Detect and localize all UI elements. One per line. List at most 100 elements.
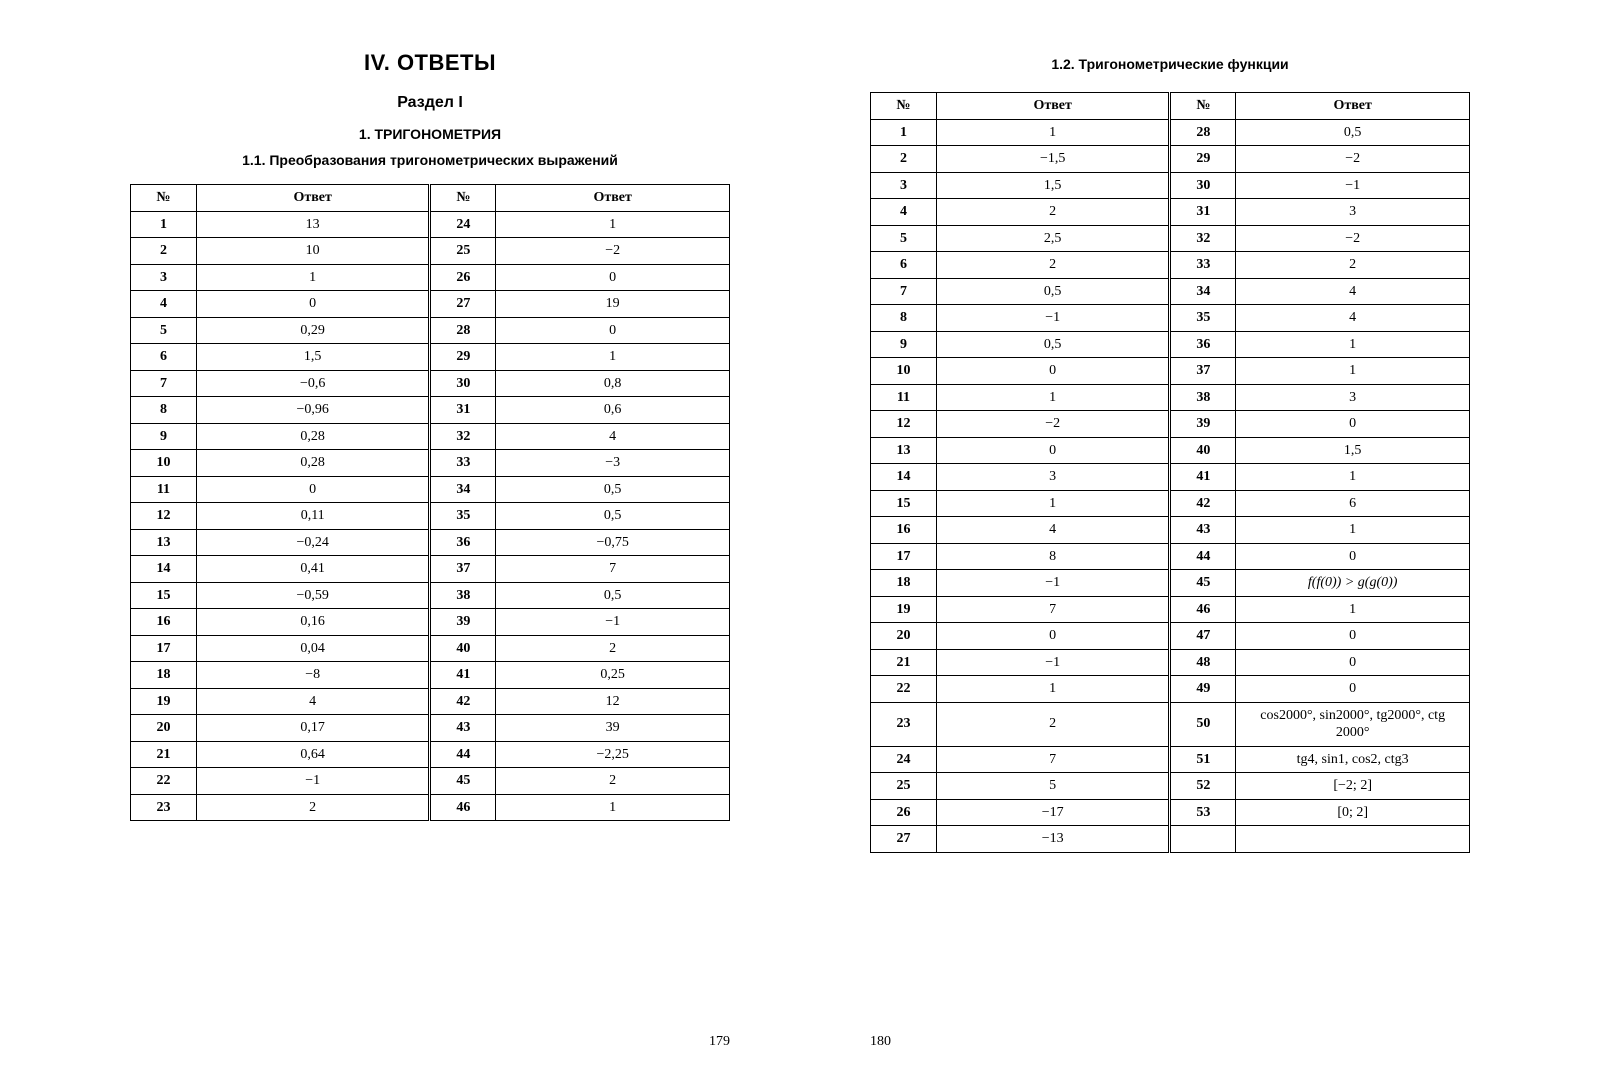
table-row: 100371 xyxy=(871,358,1470,385)
cell-num: 31 xyxy=(1170,199,1236,226)
subsection-title: 1.2. Тригонометрические функции xyxy=(870,56,1470,72)
cell-answer: −2 xyxy=(1236,225,1470,252)
cell-answer: 0,6 xyxy=(496,397,730,424)
cell-answer xyxy=(1236,826,1470,853)
cell-num: 18 xyxy=(871,570,937,597)
cell-answer: −3 xyxy=(496,450,730,477)
cell-answer: −0,75 xyxy=(496,529,730,556)
cell-num: 19 xyxy=(871,596,937,623)
cell-answer: 4 xyxy=(196,688,430,715)
cell-num: 46 xyxy=(1170,596,1236,623)
table-row: 402719 xyxy=(131,291,730,318)
table-row: 113241 xyxy=(131,211,730,238)
cell-num: 30 xyxy=(430,370,496,397)
cell-answer: 2 xyxy=(936,199,1170,226)
cell-answer: 0,16 xyxy=(196,609,430,636)
cell-num: 23 xyxy=(131,794,197,821)
page-number: 179 xyxy=(709,1034,730,1050)
cell-num: 6 xyxy=(871,252,937,279)
cell-answer: 7 xyxy=(936,596,1170,623)
col-header-ans: Ответ xyxy=(196,185,430,212)
cell-answer: −1 xyxy=(1236,172,1470,199)
cell-answer: f(f(0)) > g(g(0)) xyxy=(1236,570,1470,597)
col-header-num: № xyxy=(1170,93,1236,120)
cell-num: 41 xyxy=(1170,464,1236,491)
cell-num: 36 xyxy=(1170,331,1236,358)
cell-num: 38 xyxy=(430,582,496,609)
cell-num: 47 xyxy=(1170,623,1236,650)
cell-answer: 1 xyxy=(496,344,730,371)
table-row: 50,29280 xyxy=(131,317,730,344)
table-row: 22−1452 xyxy=(131,768,730,795)
cell-num: 36 xyxy=(430,529,496,556)
cell-num: 51 xyxy=(1170,746,1236,773)
cell-num: 14 xyxy=(131,556,197,583)
table-row: 178440 xyxy=(871,543,1470,570)
table-row: 2−1,529−2 xyxy=(871,146,1470,173)
table-row: 23250cos2000°, sin2000°, tg2000°, ctg 20… xyxy=(871,702,1470,746)
cell-num: 17 xyxy=(871,543,937,570)
table-row: 15−0,59380,5 xyxy=(131,582,730,609)
cell-answer: 0 xyxy=(1236,623,1470,650)
answers-table-1-1: № Ответ № Ответ 11324121025−231260402719… xyxy=(130,184,730,821)
cell-num: 32 xyxy=(1170,225,1236,252)
cell-answer: 2 xyxy=(496,635,730,662)
cell-answer: 0,04 xyxy=(196,635,430,662)
cell-answer: 1 xyxy=(936,384,1170,411)
cell-answer: 0,29 xyxy=(196,317,430,344)
table-row: 170,04402 xyxy=(131,635,730,662)
cell-num: 20 xyxy=(871,623,937,650)
cell-answer: 0 xyxy=(936,358,1170,385)
cell-num: 42 xyxy=(430,688,496,715)
cell-answer: 12 xyxy=(496,688,730,715)
table-row: 140,41377 xyxy=(131,556,730,583)
cell-num: 52 xyxy=(1170,773,1236,800)
cell-answer: [−2; 2] xyxy=(1236,773,1470,800)
cell-num: 8 xyxy=(131,397,197,424)
cell-num: 33 xyxy=(430,450,496,477)
cell-answer: 4 xyxy=(1236,278,1470,305)
table-row: 24751tg4, sin1, cos2, ctg3 xyxy=(871,746,1470,773)
cell-num: 53 xyxy=(1170,799,1236,826)
table-row: 21025−2 xyxy=(131,238,730,265)
cell-num: 35 xyxy=(430,503,496,530)
cell-num: 33 xyxy=(1170,252,1236,279)
cell-num: 3 xyxy=(131,264,197,291)
cell-answer: 0,64 xyxy=(196,741,430,768)
cell-answer: 39 xyxy=(496,715,730,742)
cell-answer: 0 xyxy=(1236,649,1470,676)
cell-answer: tg4, sin1, cos2, ctg3 xyxy=(1236,746,1470,773)
table-row: 25552[−2; 2] xyxy=(871,773,1470,800)
cell-num: 30 xyxy=(1170,172,1236,199)
cell-num: 45 xyxy=(1170,570,1236,597)
cell-answer: −17 xyxy=(936,799,1170,826)
section-title: Раздел I xyxy=(130,94,730,112)
cell-answer: 10 xyxy=(196,238,430,265)
cell-num: 42 xyxy=(1170,490,1236,517)
cell-num: 5 xyxy=(131,317,197,344)
cell-num: 38 xyxy=(1170,384,1236,411)
cell-num: 25 xyxy=(871,773,937,800)
subsection-title: 1.1. Преобразования тригонометрических в… xyxy=(130,152,730,168)
col-header-num: № xyxy=(430,185,496,212)
cell-answer: −1 xyxy=(196,768,430,795)
table-row: 70,5344 xyxy=(871,278,1470,305)
table-row: 200470 xyxy=(871,623,1470,650)
table-row: 90,28324 xyxy=(131,423,730,450)
cell-answer: −1 xyxy=(936,649,1170,676)
cell-answer: 0 xyxy=(196,476,430,503)
cell-answer: 0,11 xyxy=(196,503,430,530)
cell-num: 28 xyxy=(430,317,496,344)
page-number: 180 xyxy=(870,1034,891,1050)
cell-num xyxy=(1170,826,1236,853)
cell-num: 16 xyxy=(131,609,197,636)
cell-answer: −8 xyxy=(196,662,430,689)
cell-num: 46 xyxy=(430,794,496,821)
cell-num: 26 xyxy=(871,799,937,826)
cell-answer: 1 xyxy=(496,794,730,821)
table-row: 160,1639−1 xyxy=(131,609,730,636)
cell-answer: 0,28 xyxy=(196,423,430,450)
cell-answer: 0 xyxy=(1236,543,1470,570)
cell-answer: 1 xyxy=(1236,596,1470,623)
cell-num: 15 xyxy=(131,582,197,609)
